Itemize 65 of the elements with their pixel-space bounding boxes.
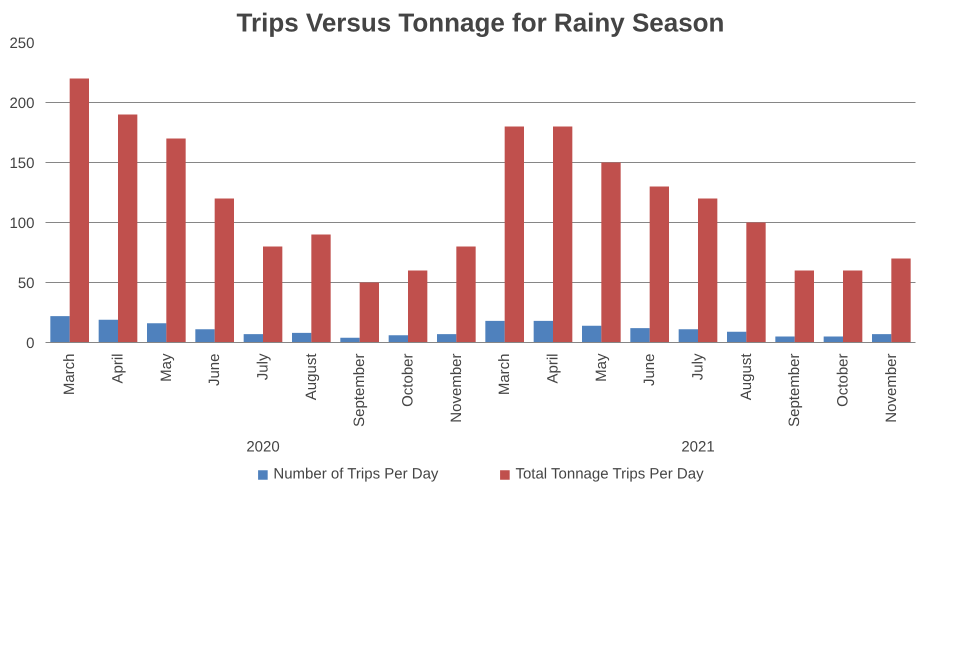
legend-label: Number of Trips Per Day xyxy=(273,466,438,482)
x-tick-label: October xyxy=(400,353,416,407)
bar xyxy=(263,246,282,342)
bar xyxy=(843,270,862,342)
x-tick-label: September xyxy=(351,353,368,427)
x-tick-label: May xyxy=(158,353,175,382)
x-tick-label: August xyxy=(302,352,320,400)
bar xyxy=(504,126,524,342)
x-tick-label: November xyxy=(882,353,900,423)
x-tick-label: September xyxy=(786,353,804,427)
bar xyxy=(775,336,795,342)
x-tick-label: October xyxy=(834,353,852,407)
bar xyxy=(872,334,892,342)
y-tick-label: 150 xyxy=(9,155,35,172)
bar xyxy=(727,332,746,342)
bar xyxy=(678,329,698,342)
bar xyxy=(70,78,89,342)
bar xyxy=(698,198,718,342)
bar xyxy=(98,320,118,342)
bar xyxy=(214,198,234,342)
bar xyxy=(147,323,166,342)
bar xyxy=(292,332,312,342)
bar xyxy=(50,316,70,342)
x-tick-label: April xyxy=(544,353,562,384)
bar xyxy=(534,320,553,342)
x-tick-label: May xyxy=(592,353,610,382)
x-tick-label: March xyxy=(496,353,514,396)
bar xyxy=(311,234,331,342)
y-tick-label: 0 xyxy=(26,335,34,352)
bar xyxy=(195,329,215,342)
bar xyxy=(630,328,650,342)
x-tick-label: June xyxy=(641,353,658,386)
bar xyxy=(340,338,360,342)
bar xyxy=(794,270,814,342)
y-tick-label: 50 xyxy=(18,275,35,292)
x-tick-label: June xyxy=(206,353,224,386)
x-tick-label: July xyxy=(254,353,272,380)
text: 2020 xyxy=(246,438,280,456)
bar xyxy=(437,334,456,342)
bar xyxy=(166,138,186,342)
x-tick-label: November xyxy=(448,353,465,423)
x-tick-label: March xyxy=(61,353,78,396)
bar xyxy=(388,335,408,342)
x-tick-label: April xyxy=(110,353,126,384)
bar xyxy=(360,282,379,342)
legend-label: Total Tonnage Trips Per Day xyxy=(515,466,704,482)
bar xyxy=(601,162,621,342)
bar xyxy=(824,336,843,342)
bar xyxy=(582,326,602,342)
bar xyxy=(118,114,138,342)
y-tick-label: 200 xyxy=(9,95,35,112)
bar xyxy=(650,186,669,342)
y-tick-label: 250 xyxy=(9,35,35,52)
text: 2021 xyxy=(681,438,715,456)
bar xyxy=(746,222,766,342)
chart-title: Trips Versus Tonnage for Rainy Season xyxy=(236,8,724,38)
x-tick-label: July xyxy=(690,353,706,380)
y-tick-label: 100 xyxy=(9,215,35,232)
bar xyxy=(244,334,263,342)
bar xyxy=(408,270,428,342)
x-tick-label: August xyxy=(738,352,755,400)
bar xyxy=(485,320,505,342)
bar xyxy=(553,126,572,342)
bar xyxy=(891,258,911,342)
bar xyxy=(456,246,476,342)
